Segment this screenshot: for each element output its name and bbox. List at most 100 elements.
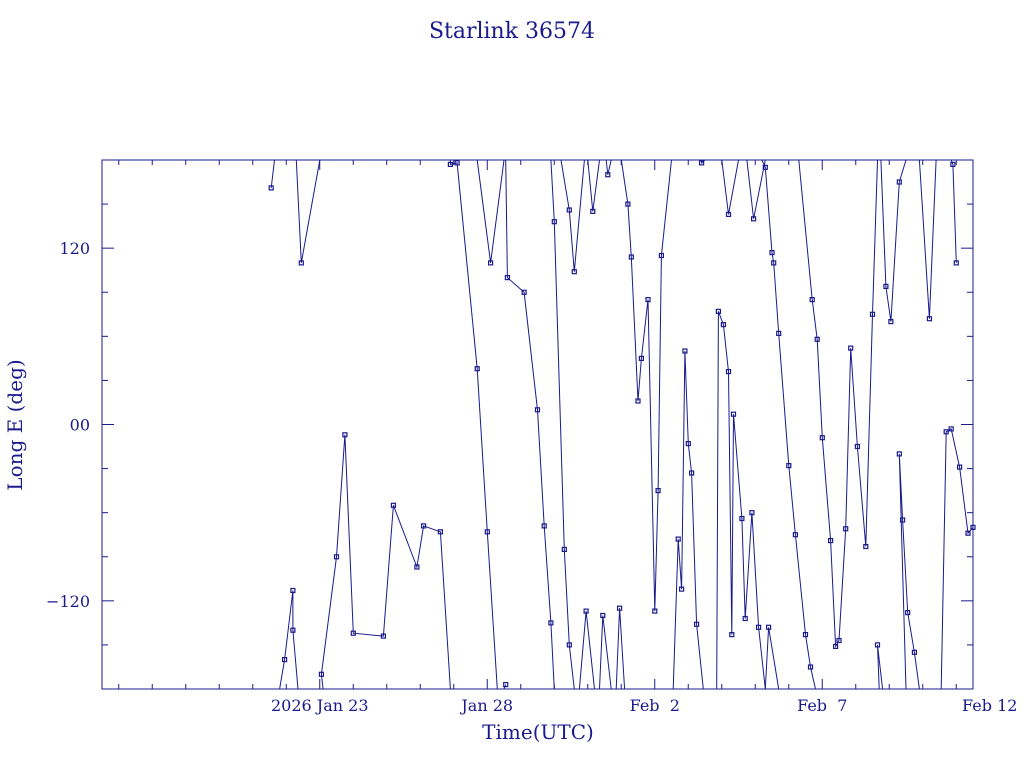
- series-line: [880, 160, 907, 322]
- data-point: [290, 627, 296, 633]
- data-point: [318, 671, 324, 677]
- data-point: [655, 488, 661, 494]
- data-point: [298, 260, 304, 266]
- series-line: [505, 160, 555, 689]
- series-line: [764, 627, 780, 689]
- data-point: [437, 529, 443, 535]
- series-line: [449, 160, 498, 689]
- series-line: [877, 644, 884, 689]
- data-point: [725, 211, 732, 217]
- plot-frame: [101, 159, 974, 690]
- data-point: [749, 510, 755, 516]
- data-point: [911, 649, 918, 655]
- x-axis-label: Time(UTC): [482, 720, 594, 744]
- data-point: [503, 681, 509, 688]
- data-point: [566, 207, 572, 213]
- data-point: [948, 426, 954, 432]
- data-point: [792, 532, 799, 538]
- data-point: [970, 524, 976, 531]
- axis-ticks: [102, 160, 973, 689]
- y-tick-label: −120: [46, 592, 90, 611]
- data-point: [390, 502, 396, 508]
- data-point: [488, 260, 494, 266]
- data-point: [739, 515, 745, 522]
- series-line: [320, 434, 451, 689]
- data-point: [807, 664, 814, 670]
- data-point: [682, 348, 688, 354]
- data-point: [571, 269, 577, 275]
- series-line: [587, 160, 600, 212]
- series-line: [605, 160, 612, 175]
- data-point: [755, 624, 762, 630]
- data-point: [943, 429, 949, 435]
- data-markers: [268, 160, 976, 688]
- data-point: [484, 529, 490, 535]
- data-point: [899, 517, 906, 523]
- series-line: [898, 453, 920, 689]
- data-point: [566, 642, 572, 648]
- series-line: [940, 428, 973, 689]
- data-point: [548, 620, 554, 626]
- data-point: [635, 398, 641, 404]
- data-point: [590, 208, 596, 214]
- data-point: [836, 637, 842, 644]
- series-line: [279, 590, 299, 689]
- series-line: [721, 160, 739, 215]
- data-point: [725, 369, 732, 375]
- data-point: [765, 624, 772, 630]
- data-point: [762, 164, 768, 170]
- data-point: [600, 612, 606, 619]
- data-point: [776, 330, 782, 336]
- data-point: [282, 656, 288, 663]
- data-point: [675, 536, 681, 542]
- data-point: [561, 546, 567, 553]
- series-line: [672, 350, 704, 689]
- x-tick-label: Feb 2: [630, 696, 680, 715]
- data-point: [869, 311, 876, 317]
- data-point: [888, 319, 894, 325]
- data-point: [693, 621, 700, 627]
- x-tick-label: 2026 Jan 23: [271, 696, 369, 715]
- data-point: [414, 564, 420, 570]
- series-line: [270, 160, 275, 188]
- data-point: [950, 161, 956, 167]
- series-line: [950, 160, 957, 263]
- chart-title: Starlink 36574: [429, 19, 595, 44]
- data-point: [268, 185, 274, 191]
- data-point: [645, 297, 651, 303]
- data-point: [848, 345, 854, 351]
- data-point: [678, 586, 685, 592]
- x-tick-label: Feb 12: [962, 696, 1017, 715]
- series-line: [560, 160, 585, 272]
- data-point: [802, 631, 809, 638]
- data-point: [685, 441, 691, 447]
- data-point: [786, 463, 792, 469]
- data-point: [447, 161, 453, 167]
- data-point: [729, 631, 735, 638]
- data-point: [863, 543, 869, 550]
- data-point: [715, 308, 722, 314]
- series-line: [761, 160, 816, 689]
- data-point: [638, 355, 645, 361]
- data-point: [541, 523, 547, 529]
- data-point: [896, 451, 902, 457]
- series-line: [620, 160, 672, 612]
- data-point: [883, 283, 889, 289]
- data-point: [688, 470, 695, 476]
- series-line: [578, 611, 595, 689]
- series-line: [599, 615, 612, 689]
- series-line: [476, 160, 505, 263]
- data-point: [652, 608, 658, 614]
- data-point: [454, 160, 460, 166]
- y-axis-label: Long E (deg): [3, 359, 27, 490]
- data-point: [874, 642, 881, 648]
- data-point: [819, 435, 825, 441]
- data-point: [896, 179, 902, 185]
- data-point: [350, 630, 356, 636]
- series-line: [295, 160, 321, 263]
- data-point: [843, 526, 849, 532]
- data-point: [290, 587, 296, 594]
- series-line: [615, 608, 626, 689]
